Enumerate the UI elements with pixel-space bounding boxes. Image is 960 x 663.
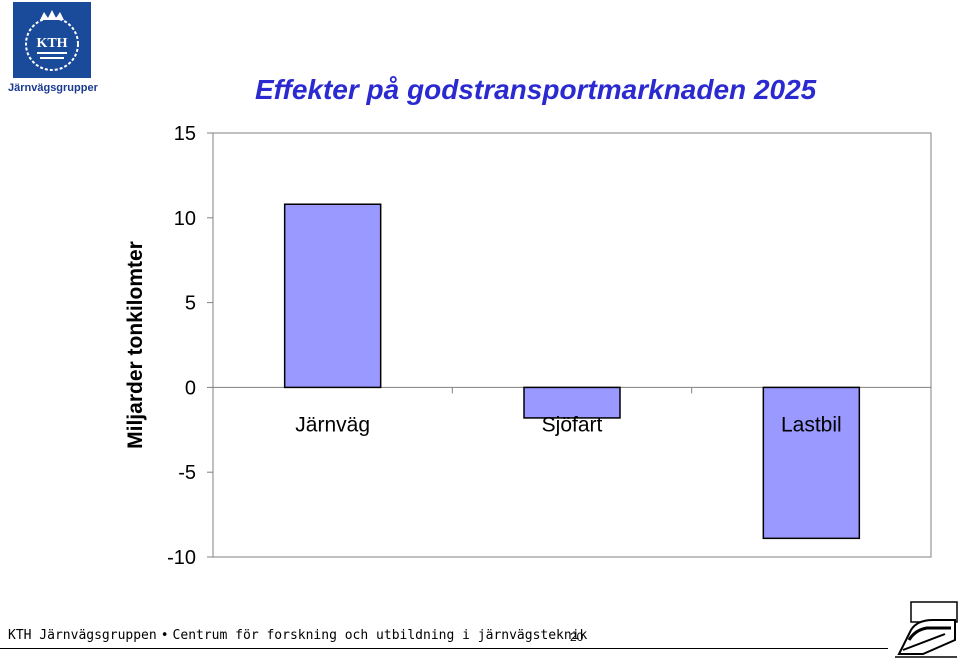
footer-subtitle: Centrum för forskning och utbildning i j… [172, 628, 588, 643]
bar-2 [762, 386, 861, 540]
category-label: Lastbil [781, 413, 842, 436]
y-tick-label: 15 [174, 123, 196, 145]
footer-text: KTH Järnvägsgruppen • Centrum för forsknin… [8, 628, 587, 643]
bar-1 [523, 386, 621, 419]
footer-divider [0, 648, 888, 649]
category-label: Sjöfart [542, 413, 603, 436]
y-tick-label: -5 [178, 462, 196, 484]
y-tick-label: 5 [185, 293, 196, 315]
y-tick-label: -10 [167, 547, 196, 569]
y-tick-label: 0 [185, 377, 196, 399]
bars [283, 203, 861, 540]
org-label: Järnvägsgrupper [8, 82, 98, 94]
page-number: 20 [570, 630, 584, 644]
kth-logo-icon: KTH [13, 2, 91, 78]
x-labels: Järnväg Sjöfart Lastbil [295, 413, 841, 436]
footer-org: KTH Järnvägsgruppen [8, 628, 157, 643]
category-label: Järnväg [295, 413, 370, 436]
footer-bullet: • [160, 628, 169, 643]
bar-0 [283, 203, 382, 389]
train-icon [893, 600, 959, 658]
chart-title: Effekter på godstransportmarknaden 2025 [255, 74, 817, 105]
logo-text: KTH [36, 36, 67, 51]
y-tick-label: 10 [174, 208, 196, 230]
plot-area [212, 132, 932, 558]
